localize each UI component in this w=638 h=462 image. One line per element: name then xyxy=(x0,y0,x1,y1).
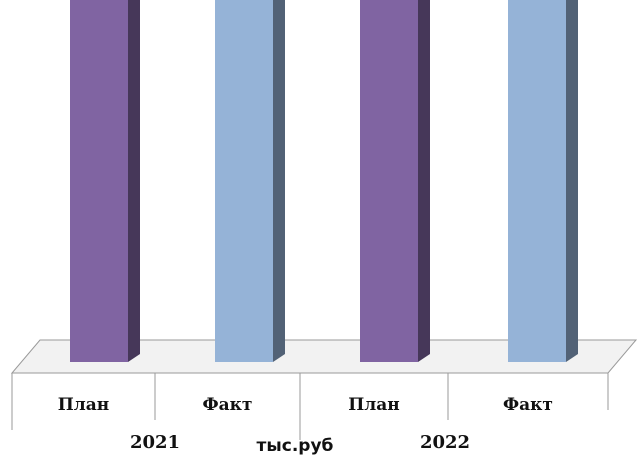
bar-front xyxy=(508,0,566,362)
category-label: Факт xyxy=(503,395,553,415)
chart-floor xyxy=(10,339,638,430)
bar xyxy=(215,0,285,362)
year-label: 2021 xyxy=(130,432,180,453)
bar-side xyxy=(418,0,430,362)
bar xyxy=(70,0,140,362)
bar-side xyxy=(273,0,285,362)
bar-front xyxy=(70,0,128,362)
year-label: 2022 xyxy=(420,432,470,453)
year-axis: 2021 2022 xyxy=(130,432,470,453)
bar-side xyxy=(128,0,140,362)
category-axis: План Факт План Факт xyxy=(58,373,553,440)
bar xyxy=(360,0,430,362)
category-label: План xyxy=(348,395,400,415)
bars-group xyxy=(70,0,578,362)
bar-front xyxy=(360,0,418,362)
bar-side xyxy=(566,0,578,362)
category-label: Факт xyxy=(203,395,253,415)
unit-label: тыс.руб xyxy=(257,436,334,456)
category-label: План xyxy=(58,395,110,415)
bar-front xyxy=(215,0,273,362)
bar xyxy=(508,0,578,362)
